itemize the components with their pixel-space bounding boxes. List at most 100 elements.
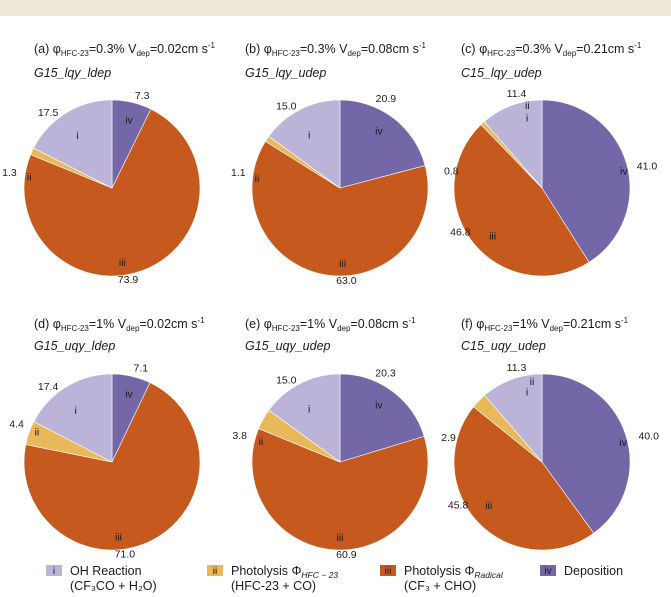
slice-roman-label: iv (620, 166, 628, 178)
slice-value-label: 17.5 (38, 107, 59, 119)
panel-title: (b) φHFC-23=0.3% Vdep=0.08cm s-1 (245, 41, 427, 58)
slice-value-label: 3.8 (232, 430, 247, 442)
legend-roman: ii (213, 566, 217, 577)
slice-roman-label: i (76, 130, 78, 142)
slice-roman-label: iii (119, 257, 126, 269)
slice-value-label: 1.3 (2, 167, 17, 179)
slice-value-label: 63.0 (336, 275, 357, 287)
slice-value-label: 46.8 (450, 226, 471, 238)
legend-label: Photolysis ΦHFC − 23 (231, 564, 338, 580)
panel-subtitle: G15_uqy_udep (245, 339, 331, 353)
slice-value-label: 20.9 (376, 93, 397, 105)
legend-item-iv: iv Deposition (540, 564, 623, 578)
slice-value-label: 7.1 (133, 363, 148, 375)
pie-slice-i (33, 99, 113, 189)
pie-panel-d: (d) φHFC-23=1% Vdep=0.02cm s-1 G15_uqy_ld… (9, 316, 205, 561)
slice-roman-label: ii (27, 171, 32, 183)
pie-slice-i (484, 373, 543, 463)
panel-subtitle: C15_uqy_udep (461, 339, 546, 353)
slice-value-label: 15.0 (276, 374, 297, 386)
slice-roman-label: ii (525, 100, 530, 112)
slice-roman-label: i (308, 130, 310, 142)
panel-title: (e) φHFC-23=1% Vdep=0.08cm s-1 (245, 316, 416, 333)
legend-detail: (CF₃CO + H₂O) (70, 579, 157, 593)
pie-slice-iv (339, 373, 425, 463)
slice-value-label: 2.9 (441, 432, 456, 444)
slice-value-label: 17.4 (38, 381, 59, 393)
slice-roman-label: ii (259, 436, 264, 448)
pie-slice-iii (23, 382, 201, 551)
slice-value-label: 4.4 (9, 418, 24, 430)
slice-roman-label: i (308, 404, 310, 416)
pie-slice-i (268, 373, 341, 463)
slice-value-label: 71.0 (115, 549, 136, 561)
pie-slice-i (33, 373, 113, 463)
slice-value-label: 11.3 (507, 362, 527, 374)
slice-roman-label: iii (485, 500, 492, 512)
pie-slice-iii (251, 140, 429, 277)
legend-item-i: i OH Reaction(CF₃CO + H₂O) (46, 564, 157, 593)
slice-roman-label: i (75, 405, 77, 417)
slice-value-label: 40.0 (638, 430, 659, 442)
legend-swatch (380, 565, 396, 576)
pie-slice-iii (23, 108, 201, 277)
slice-value-label: 1.1 (231, 167, 246, 179)
slice-roman-label: ii (255, 173, 260, 185)
pie-panel-e: (e) φHFC-23=1% Vdep=0.08cm s-1 G15_uqy_ud… (232, 316, 429, 561)
pie-slice-i (268, 99, 341, 189)
pie-slice-iv (541, 99, 631, 263)
slice-value-label: 7.3 (135, 90, 150, 102)
legend-item-iii: iii Photolysis ΦRadical(CF₃ + CHO) (380, 564, 504, 593)
panel-title: (a) φHFC-23=0.3% Vdep=0.02cm s-1 (34, 41, 216, 58)
slice-roman-label: iii (337, 532, 344, 544)
pie-slice-iii (453, 124, 590, 277)
pie-panel-a: (a) φHFC-23=0.3% Vdep=0.02cm s-1 G15_lqy_… (2, 41, 215, 286)
legend-swatch (540, 565, 556, 576)
legend-label: Photolysis ΦRadical (404, 564, 504, 580)
pie-panel-c: (c) φHFC-23=0.3% Vdep=0.21cm s-1 C15_lqy_… (444, 41, 658, 277)
slice-value-label: 11.4 (507, 88, 527, 100)
legend-roman: iii (385, 566, 392, 577)
pie-slice-iii (453, 406, 595, 551)
legend-detail: (HFC-23 + CO) (231, 579, 316, 593)
panel-subtitle: G15_uqy_ldep (34, 339, 115, 353)
legend-swatch (46, 565, 62, 576)
slice-roman-label: iv (619, 437, 627, 449)
panel-subtitle: G15_lqy_udep (245, 66, 326, 80)
slice-roman-label: iv (375, 125, 383, 137)
slice-value-label: 41.0 (637, 161, 658, 173)
slice-roman-label: i (526, 112, 528, 124)
slice-value-label: 45.8 (448, 500, 469, 512)
legend-label: OH Reaction (70, 564, 142, 578)
slice-value-label: 73.9 (118, 274, 139, 286)
slice-roman-label: i (526, 386, 528, 398)
slice-roman-label: iv (375, 399, 383, 411)
slice-roman-label: iii (339, 258, 346, 270)
slice-roman-label: iv (125, 389, 133, 401)
slice-roman-label: iii (115, 532, 122, 544)
legend-roman: iv (544, 566, 551, 577)
legend-detail: (CF₃ + CHO) (404, 579, 476, 593)
pie-slice-iii (251, 428, 429, 551)
slice-value-label: 0.8 (444, 165, 459, 177)
panel-subtitle: G15_lqy_ldep (34, 66, 111, 80)
slice-roman-label: iii (489, 231, 496, 243)
legend: i OH Reaction(CF₃CO + H₂O) ii Photolysis ΦH… (46, 564, 623, 593)
panel-title: (c) φHFC-23=0.3% Vdep=0.21cm s-1 (461, 41, 642, 58)
top-band (0, 0, 671, 16)
pie-panel-b: (b) φHFC-23=0.3% Vdep=0.08cm s-1 G15_lqy_… (231, 41, 429, 287)
slice-value-label: 15.0 (276, 100, 297, 112)
pie-slice-iv (339, 99, 426, 189)
pie-slice-i (483, 99, 543, 189)
panel-subtitle: C15_lqy_udep (461, 66, 542, 80)
slice-roman-label: ii (35, 427, 40, 439)
legend-roman: i (53, 566, 55, 577)
panel-title: (f) φHFC-23=1% Vdep=0.21cm s-1 (461, 316, 629, 333)
slice-roman-label: iv (125, 115, 133, 127)
legend-swatch (207, 565, 223, 576)
pie-panel-f: (f) φHFC-23=1% Vdep=0.21cm s-1 C15_uqy_ud… (441, 316, 659, 551)
slice-roman-label: ii (530, 376, 535, 388)
pie-slice-iv (541, 373, 631, 534)
legend-item-ii: ii Photolysis ΦHFC − 23(HFC-23 + CO) (207, 564, 338, 593)
